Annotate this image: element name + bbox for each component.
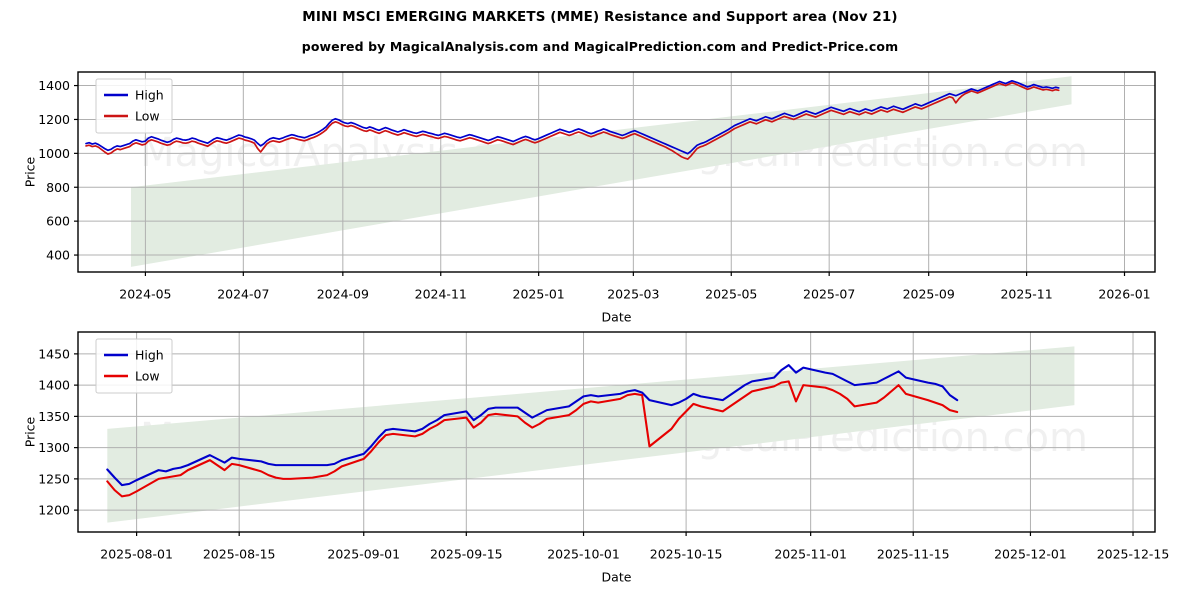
band-polygon (130, 76, 1072, 267)
y-tick-label: 1400 (38, 378, 70, 393)
x-tick-label: 2025-09-01 (327, 547, 400, 562)
x-tick-label: 2025-10-01 (547, 547, 620, 562)
y-tick-label: 800 (46, 180, 70, 195)
x-tick-label: 2025-11-01 (774, 547, 847, 562)
x-tick-label: 2025-10-15 (650, 547, 723, 562)
y-axis-label: Price (23, 416, 38, 447)
legend-label-high: High (135, 88, 164, 103)
y-tick-label: 1200 (38, 112, 70, 127)
legend: High Low (95, 338, 173, 394)
y-tick-label: 1400 (38, 78, 70, 93)
x-tick-label: 2025-03 (607, 287, 659, 302)
x-tick-label: 2025-12-15 (1097, 547, 1170, 562)
x-tick-label: 2025-09 (903, 287, 955, 302)
plot-frame (77, 331, 1156, 533)
page-title: MINI MSCI EMERGING MARKETS (MME) Resista… (302, 9, 898, 25)
x-tick-label: 2025-12-01 (994, 547, 1067, 562)
y-tick-label: 1200 (38, 503, 70, 518)
series-line-low (85, 81, 1060, 160)
series-line-low (106, 380, 959, 498)
legend-label-low: Low (135, 369, 160, 384)
x-tick-label: 2025-11-15 (877, 547, 950, 562)
x-tick-label: 2025-08-15 (203, 547, 276, 562)
series-line-high (106, 364, 959, 487)
x-axis-label: Date (602, 310, 632, 325)
x-tick-label: 2025-11 (1000, 287, 1052, 302)
y-tick-label: 1350 (38, 409, 70, 424)
y-tick-label: 1450 (38, 346, 70, 361)
series-group (85, 79, 1060, 160)
y-tick-label: 1250 (38, 471, 70, 486)
y-tick-label: 1300 (38, 440, 70, 455)
x-axis-label: Date (602, 570, 632, 585)
plot-frame (77, 71, 1156, 273)
chart-panel-overview: MagicalAnalysis.com MagicalPrediction.com… (23, 71, 1156, 325)
legend-box (95, 78, 173, 134)
page-subtitle: powered by MagicalAnalysis.com and Magic… (301, 39, 899, 54)
legend-label-high: High (135, 348, 164, 363)
y-axis-label: Price (23, 156, 38, 187)
x-tick-label: 2025-08-01 (100, 547, 173, 562)
support-resistance-band (130, 76, 1072, 267)
x-tick-label: 2024-07 (217, 287, 269, 302)
x-tick-label: 2025-05 (705, 287, 757, 302)
x-tick-label: 2024-11 (415, 287, 467, 302)
x-tick-label: 2025-09-15 (430, 547, 503, 562)
x-tick-label: 2024-09 (317, 287, 369, 302)
legend-label-low: Low (135, 109, 160, 124)
x-tick-label: 2025-07 (803, 287, 855, 302)
legend: High Low (95, 78, 173, 134)
legend-box (95, 338, 173, 394)
series-group (106, 364, 959, 498)
chart-panel-detail: MagicalAnalysis.comMagicalPrediction.com… (23, 331, 1170, 585)
x-tick-label: 2025-01 (513, 287, 565, 302)
y-tick-label: 600 (46, 214, 70, 229)
title-block: MINI MSCI EMERGING MARKETS (MME) Resista… (0, 0, 1200, 54)
y-tick-label: 400 (46, 248, 70, 263)
x-tick-label: 2024-05 (119, 287, 171, 302)
series-line-high (85, 79, 1060, 155)
x-tick-label: 2026-01 (1098, 287, 1150, 302)
y-tick-label: 1000 (38, 146, 70, 161)
